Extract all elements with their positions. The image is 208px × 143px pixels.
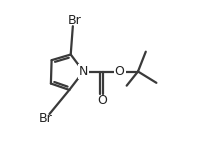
Text: O: O <box>115 65 125 78</box>
Text: N: N <box>79 65 88 78</box>
Text: O: O <box>98 94 108 107</box>
Text: Br: Br <box>38 112 52 125</box>
Text: Br: Br <box>67 14 81 27</box>
